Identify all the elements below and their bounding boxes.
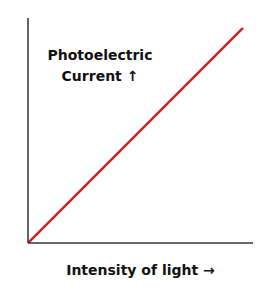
html-text:Photoelectric Current ↑: Photoelectric Current ↑	[47, 47, 153, 84]
svg-text:Intensity of light →: Intensity of light →	[66, 262, 215, 278]
